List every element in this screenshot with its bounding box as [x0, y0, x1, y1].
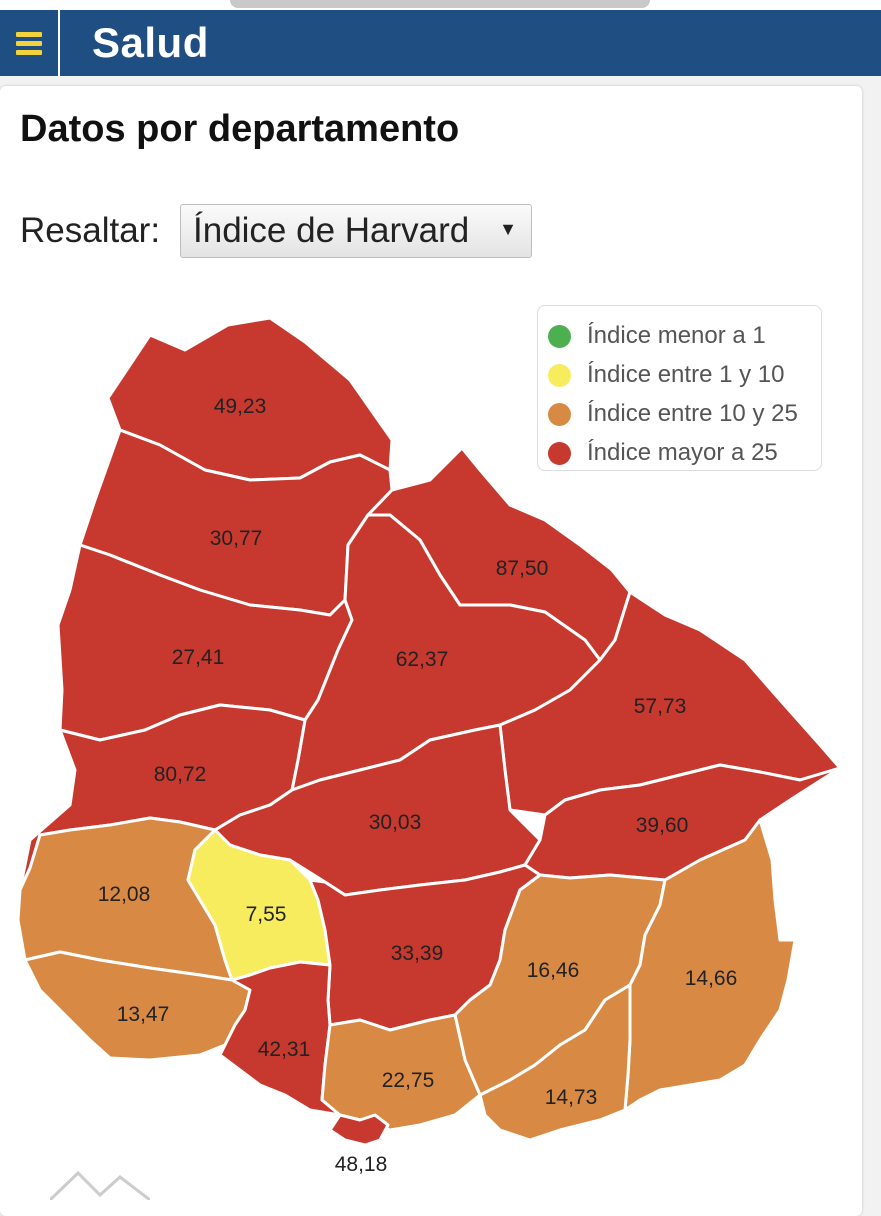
department-value-label: 48,18 [335, 1153, 388, 1176]
legend-label: Índice menor a 1 [587, 322, 766, 349]
department-value-label: 42,31 [258, 1038, 311, 1061]
section-title: Datos por departamento [20, 108, 460, 150]
department-region[interactable] [478, 983, 632, 1142]
top-shadow [230, 0, 650, 8]
logo-hills-icon [50, 1170, 150, 1200]
department-region[interactable] [218, 960, 342, 1117]
highlight-label: Resaltar: [20, 211, 161, 250]
legend-label: Índice mayor a 25 [587, 439, 778, 466]
department-value-label: 12,08 [98, 883, 151, 906]
department-value-label: 14,66 [685, 967, 738, 990]
legend-label: Índice entre 10 y 25 [587, 400, 798, 427]
dropdown-caret-icon: ▼ [499, 219, 517, 239]
department-value-label: 57,73 [634, 695, 687, 718]
department-value-label: 62,37 [396, 648, 449, 671]
browser-top-strip [0, 0, 881, 10]
legend-item: Índice entre 10 y 25 [548, 400, 798, 428]
highlight-select[interactable]: Índice de Harvard ▼ [180, 204, 532, 258]
department-value-label: 80,72 [154, 763, 207, 786]
legend-dot-orange [548, 402, 571, 426]
legend-item: Índice menor a 1 [548, 322, 766, 350]
department-value-label: 87,50 [496, 557, 549, 580]
legend-dot-red [548, 441, 571, 465]
department-value-label: 16,46 [527, 959, 580, 982]
hamburger-icon [16, 28, 42, 59]
department-value-label: 30,77 [210, 527, 263, 550]
department-value-label: 30,03 [369, 811, 422, 834]
legend-dot-yellow [548, 363, 571, 387]
department-value-label: 49,23 [214, 395, 267, 418]
department-region[interactable] [328, 1113, 390, 1147]
department-value-label: 39,60 [636, 814, 689, 837]
department-value-label: 22,75 [382, 1069, 435, 1092]
app-title: Salud [92, 19, 209, 66]
highlight-select-value: Índice de Harvard [193, 211, 470, 250]
department-value-label: 33,39 [391, 942, 444, 965]
legend-item: Índice mayor a 25 [548, 439, 778, 467]
legend-item: Índice entre 1 y 10 [548, 361, 784, 389]
hamburger-menu-button[interactable] [0, 10, 60, 76]
department-value-label: 13,47 [117, 1003, 170, 1026]
department-value-label: 27,41 [172, 646, 225, 669]
legend-label: Índice entre 1 y 10 [587, 361, 785, 388]
legend-dot-green [548, 324, 571, 348]
map-legend: Índice menor a 1 Índice entre 1 y 10 Índ… [537, 305, 822, 471]
department-value-label: 14,73 [545, 1086, 598, 1109]
department-region[interactable] [320, 1013, 482, 1132]
department-value-label: 7,55 [246, 903, 287, 926]
app-header: Salud [0, 10, 881, 76]
